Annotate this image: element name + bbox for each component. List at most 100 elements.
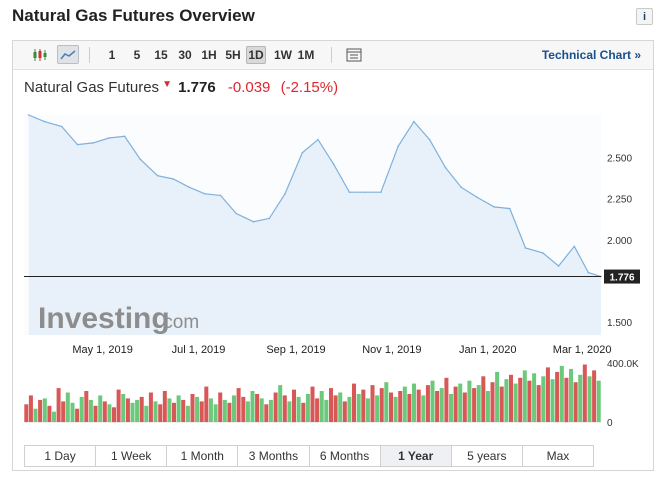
price-point xyxy=(413,120,415,123)
price-point xyxy=(542,252,544,254)
range-5-years[interactable]: 5 years xyxy=(452,446,523,466)
price-point xyxy=(428,138,431,141)
volume-bar xyxy=(559,365,564,422)
volume-bar xyxy=(24,404,29,422)
range-1-week[interactable]: 1 Week xyxy=(96,446,168,466)
volume-bar xyxy=(153,401,158,422)
volume-bar xyxy=(370,385,375,422)
volume-bar xyxy=(504,379,509,422)
y-tick-label: 2.250 xyxy=(607,195,632,206)
volume-bar xyxy=(333,395,338,422)
volume-bar xyxy=(532,373,537,422)
x-tick-label: Jul 1, 2019 xyxy=(172,344,226,356)
volume-bar xyxy=(421,395,426,422)
price-area xyxy=(28,115,601,335)
interval-1h[interactable]: 1H xyxy=(201,48,217,62)
interval-5h[interactable]: 5H xyxy=(225,48,241,62)
volume-bar xyxy=(264,404,269,422)
volume-bar xyxy=(481,376,486,422)
volume-bar xyxy=(407,394,412,422)
range-max[interactable]: Max xyxy=(546,449,570,463)
volume-bar xyxy=(495,371,500,422)
interval-1[interactable]: 1 xyxy=(108,48,116,62)
volume-bar xyxy=(204,386,209,422)
volume-bar xyxy=(222,399,227,422)
volume-bar xyxy=(296,396,301,422)
price-point xyxy=(493,206,495,208)
volume-bar xyxy=(278,385,283,422)
price-point xyxy=(27,114,30,116)
interval-15[interactable]: 15 xyxy=(154,48,168,62)
volume-bar xyxy=(218,392,223,422)
area-chart-icon[interactable] xyxy=(57,45,79,64)
volume-bar xyxy=(499,386,504,422)
interval-1d[interactable]: 1D xyxy=(246,46,266,64)
price-point xyxy=(317,138,319,141)
price-chart[interactable]: Investing .com 1.776 2.500 2.250 2.000 1.500… xyxy=(13,85,653,445)
price-point xyxy=(108,137,110,139)
range-1-year[interactable]: 1 Year xyxy=(380,446,452,466)
investing-watermark: Investing .com xyxy=(38,302,199,335)
volume-bar xyxy=(185,405,190,422)
x-tick-label: May 1, 2019 xyxy=(72,344,133,356)
volume-bar xyxy=(172,402,177,422)
volume-bar xyxy=(545,367,550,422)
volume-bar xyxy=(375,395,380,422)
watermark-brand: Investing xyxy=(38,302,170,335)
x-tick-label: Jan 1, 2020 xyxy=(459,344,517,356)
price-point xyxy=(524,247,527,249)
volume-bar xyxy=(449,394,454,422)
price-point xyxy=(60,125,63,128)
x-tick-label: Sep 1, 2019 xyxy=(266,344,325,356)
volume-bar xyxy=(98,395,103,422)
volume-bar xyxy=(444,377,449,423)
volume-bar xyxy=(347,396,352,422)
volume-bar xyxy=(587,376,592,422)
volume-bar xyxy=(38,399,43,422)
technical-chart-link[interactable]: Technical Chart » xyxy=(541,48,641,62)
volume-bar xyxy=(329,388,334,422)
volume-bar xyxy=(389,392,394,422)
volume-axis-min: 0 xyxy=(607,418,613,429)
volume-bar xyxy=(130,402,135,422)
settings-panel-icon[interactable] xyxy=(343,45,365,64)
interval-30[interactable]: 30 xyxy=(178,48,192,62)
price-point xyxy=(139,158,142,161)
price-point xyxy=(348,191,351,193)
interval-1m[interactable]: 1M xyxy=(297,48,315,62)
volume-bar xyxy=(310,386,315,422)
volume-bar xyxy=(435,391,440,422)
range-3-months[interactable]: 3 Months xyxy=(238,446,310,466)
volume-bar xyxy=(476,385,481,422)
info-icon[interactable]: i xyxy=(636,8,653,25)
volume-bar xyxy=(578,374,583,422)
volume-bar xyxy=(199,401,204,422)
volume-bar xyxy=(176,395,181,422)
range-6-months[interactable]: 6 Months xyxy=(310,446,381,466)
candlestick-icon[interactable] xyxy=(29,45,51,64)
volume-axis-max: 400.0K xyxy=(607,359,639,370)
interval-1w[interactable]: 1W xyxy=(274,48,292,62)
volume-bar xyxy=(384,382,389,422)
volume-bar xyxy=(509,374,514,422)
volume-bar xyxy=(301,402,306,422)
price-point xyxy=(460,186,462,188)
volume-bar xyxy=(513,383,518,422)
volume-bar xyxy=(292,389,297,423)
price-point xyxy=(268,217,271,220)
volume-bar xyxy=(472,388,477,422)
range-1-month[interactable]: 1 Month xyxy=(167,446,239,466)
price-point xyxy=(172,178,175,180)
range-1-day[interactable]: 1 Day xyxy=(25,446,97,466)
volume-bar xyxy=(112,407,117,423)
price-point xyxy=(301,152,304,154)
volume-bar xyxy=(42,398,47,422)
volume-bar xyxy=(592,370,597,422)
volume-bar xyxy=(181,399,186,422)
interval-5[interactable]: 5 xyxy=(133,48,141,62)
volume-bar xyxy=(458,383,463,422)
volume-bar xyxy=(61,401,66,422)
volume-bar xyxy=(569,368,574,422)
volume-bar xyxy=(208,398,213,422)
price-point xyxy=(76,143,79,146)
